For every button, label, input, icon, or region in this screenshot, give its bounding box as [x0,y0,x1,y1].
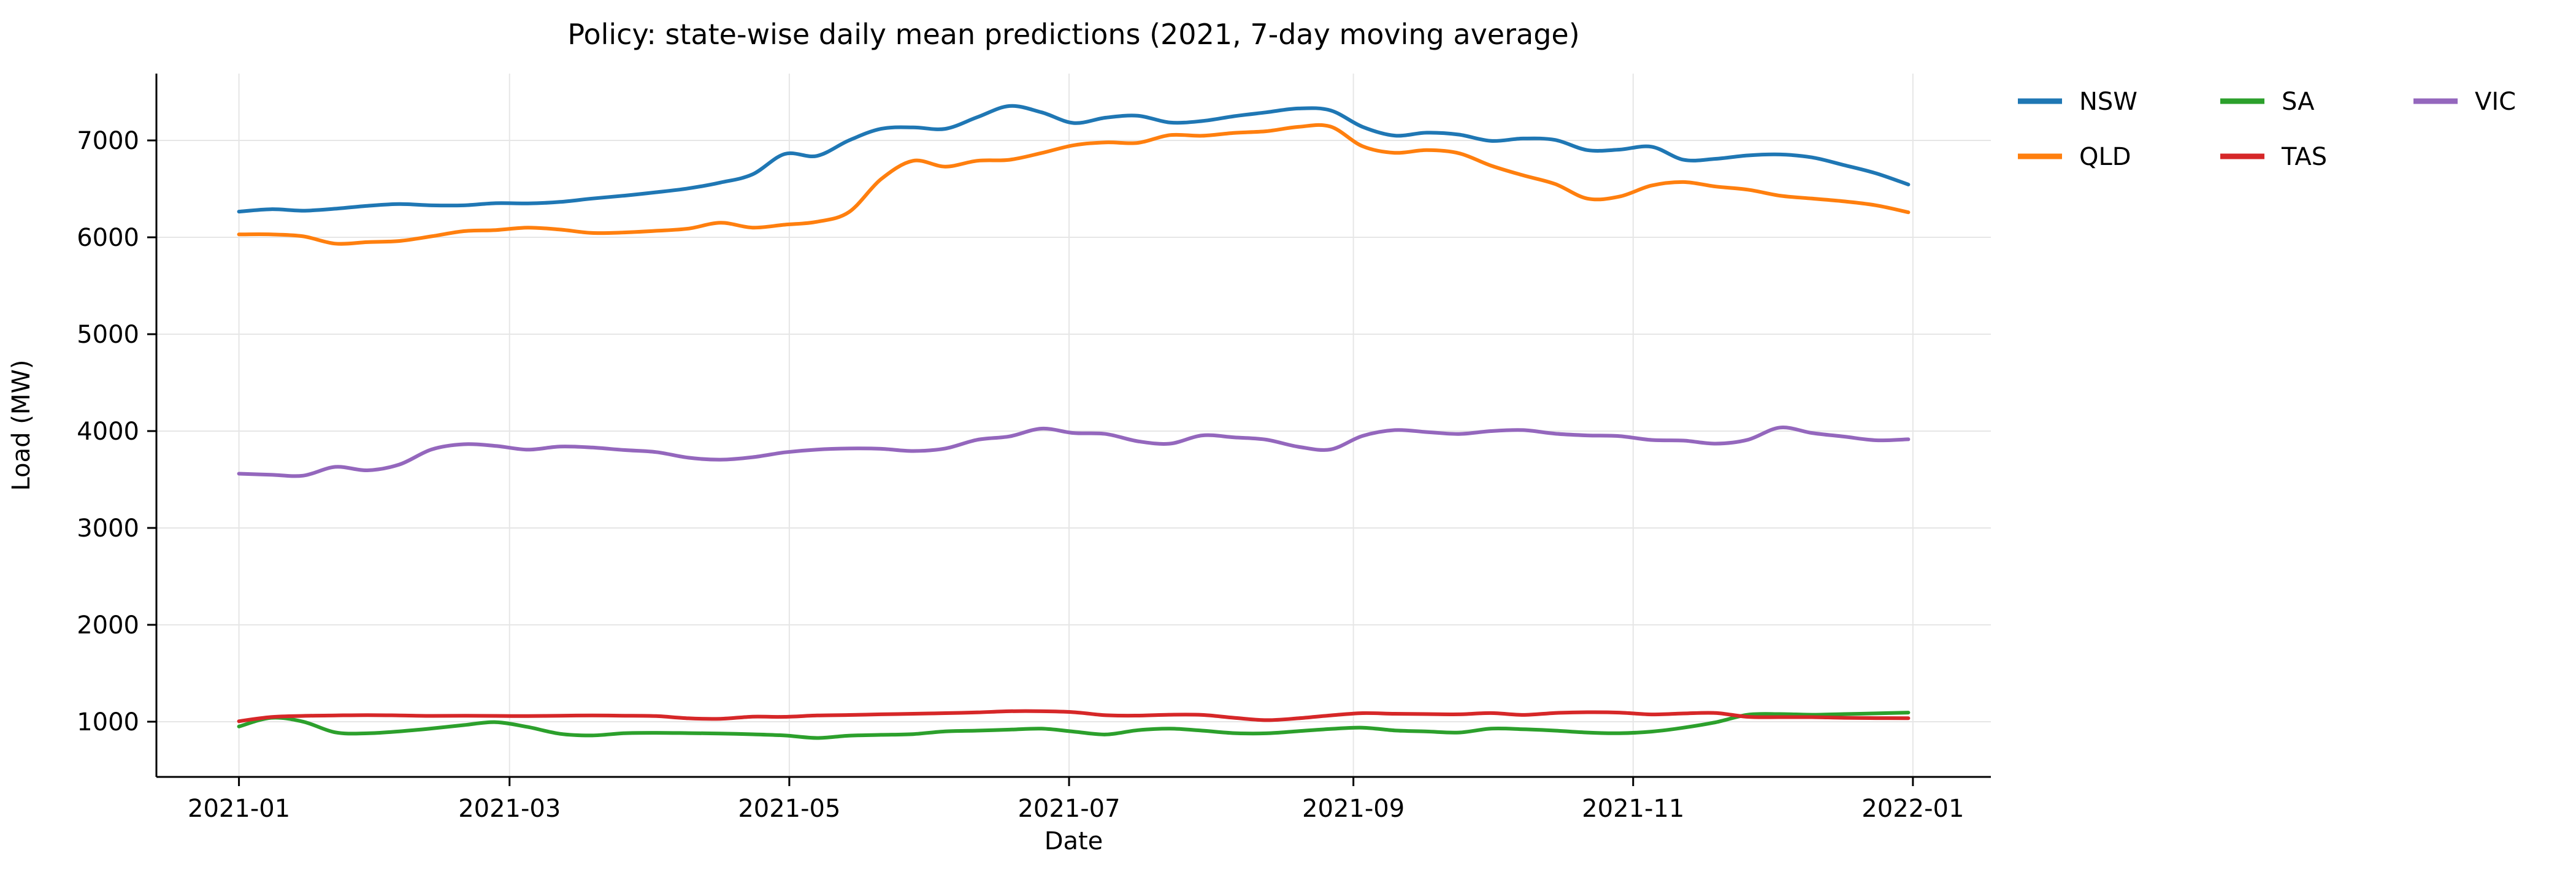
x-tick-label: 2021-11 [1582,795,1684,823]
y-tick-label: 2000 [77,611,139,640]
y-tick-label: 6000 [77,224,139,252]
legend-label-qld: QLD [2079,143,2131,171]
y-tick-label: 3000 [77,514,139,543]
legend-item-nsw: NSW [2018,88,2137,116]
series-line-sa [237,711,1911,740]
x-tick-label: 2021-05 [738,795,840,823]
series-line-qld [237,123,1911,246]
x-tick-label: 2021-07 [1018,795,1120,823]
series-line-tas [237,709,1911,724]
y-tick-label: 4000 [77,418,139,446]
y-axis-label: Load (MW) [7,360,36,491]
y-tick-label: 7000 [77,127,139,155]
legend-item-vic: VIC [2413,88,2516,116]
legend-item-qld: QLD [2018,143,2131,171]
x-tick-label: 2022-01 [1861,795,1964,823]
series-line-nsw [237,104,1911,214]
legend-label-sa: SA [2282,88,2315,116]
x-axis-label: Date [1045,827,1103,855]
x-tick-label: 2021-01 [188,795,290,823]
y-tick-label: 1000 [77,708,139,736]
series-line-vic [237,426,1911,478]
legend-label-vic: VIC [2475,88,2516,116]
legend-item-sa: SA [2220,88,2315,116]
chart-title: Policy: state-wise daily mean prediction… [567,18,1579,51]
y-tick-label: 5000 [77,321,139,349]
legend-label-nsw: NSW [2079,88,2137,116]
legend-item-tas: TAS [2220,143,2327,171]
legend-label-tas: TAS [2281,143,2327,171]
x-tick-label: 2021-09 [1302,795,1405,823]
x-tick-label: 2021-03 [458,795,561,823]
